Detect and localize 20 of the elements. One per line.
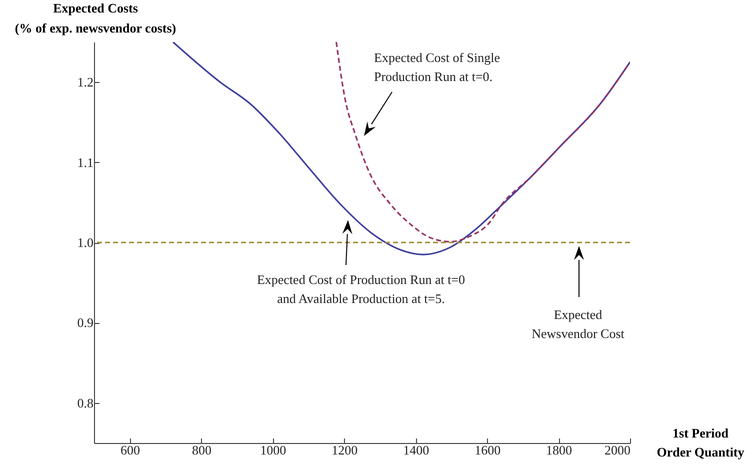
annotation: Expected Cost of Production Run at t=0 and Available Production at t=5.: [256, 271, 466, 308]
x-tick-label: 1000: [260, 442, 286, 458]
y-tick-label: 1.2: [77, 74, 94, 90]
y-axis-title: Expected Costs (% of exp. newsvendor costs): [14, 0, 176, 36]
x-axis-title: 1st Period Order Quantity: [656, 426, 745, 460]
x-tick-label: 1400: [403, 442, 430, 458]
annotation: Expected Newsvendor Cost: [530, 306, 626, 343]
x-tick-label: 1200: [332, 442, 358, 458]
y-tick-label: 0.9: [77, 315, 94, 330]
x-tick-label: 800: [192, 442, 212, 458]
line-series: [335, 42, 630, 242]
y-tick-label: 1.0: [77, 235, 94, 250]
x-tick-label: 2000: [604, 442, 630, 458]
annotation: Expected Cost of Single Production Run at t=0.: [374, 49, 502, 86]
y-tick-label: 0.8: [77, 395, 94, 410]
line-series: [172, 42, 630, 256]
x-tick-label: 600: [120, 442, 140, 458]
x-tick-label: 1600: [474, 442, 501, 458]
y-tick-label: 1.1: [77, 154, 94, 170]
x-tick-label: 1800: [546, 442, 572, 458]
